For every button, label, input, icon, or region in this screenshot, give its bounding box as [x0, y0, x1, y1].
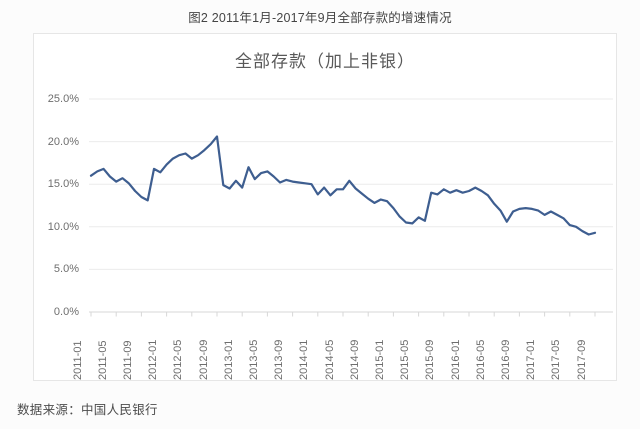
- x-axis-tick-label: 2017-01: [525, 339, 538, 380]
- x-axis-tick-label: 2014-05: [323, 339, 336, 380]
- x-axis-tick-label: 2012-09: [197, 339, 210, 380]
- x-axis-tick-label: 2012-05: [172, 339, 185, 380]
- x-axis-tick-label: 2017-05: [550, 339, 563, 380]
- line-chart-plot: [89, 98, 613, 317]
- x-axis-tick-label: 2016-09: [499, 339, 512, 380]
- x-axis-tick-label: 2013-05: [247, 339, 260, 380]
- deposit-growth-line: [89, 135, 597, 236]
- x-axis-tick-label: 2015-01: [373, 339, 386, 380]
- chart-panel: 全部存款（加上非银） 25.0% 20.0% 15.0% 10.0% 5.0% 0.0% …: [33, 33, 617, 381]
- y-axis-tick-label: 5.0%: [53, 263, 79, 276]
- x-axis-tick-label: 2013-09: [273, 339, 286, 380]
- x-axis-tick-label: 2011-09: [121, 340, 134, 380]
- x-axis-tick-label: 2015-05: [399, 339, 412, 380]
- y-axis-tick-label: 25.0%: [47, 93, 79, 105]
- x-axis-tick-label: 2016-01: [449, 339, 462, 380]
- y-axis-tick-label: 0.0%: [53, 306, 79, 318]
- figure-caption: 图2 2011年1月-2017年9月全部存款的增速情况: [188, 11, 452, 25]
- source-note: 数据来源：中国人民银行: [17, 403, 158, 417]
- x-axis-tick-label: 2013-01: [222, 339, 235, 380]
- x-axis-tick-label: 2016-05: [474, 339, 487, 380]
- chart-title: 全部存款（加上非银）: [235, 52, 415, 71]
- x-axis-tick-label: 2015-09: [424, 339, 437, 380]
- y-axis-tick-label: 10.0%: [47, 220, 79, 233]
- x-axis-tick-label: 2011-05: [96, 340, 109, 380]
- x-axis-tick-label: 2012-01: [147, 339, 160, 380]
- x-axis-tick-label: 2014-09: [348, 339, 361, 380]
- y-axis-tick-label: 20.0%: [47, 135, 79, 148]
- x-axis-tick-label: 2011-01: [71, 340, 84, 380]
- y-axis-tick-label: 15.0%: [47, 178, 79, 191]
- x-axis-tick-label: 2014-01: [298, 339, 311, 380]
- x-axis-tick-label: 2017-09: [575, 339, 588, 380]
